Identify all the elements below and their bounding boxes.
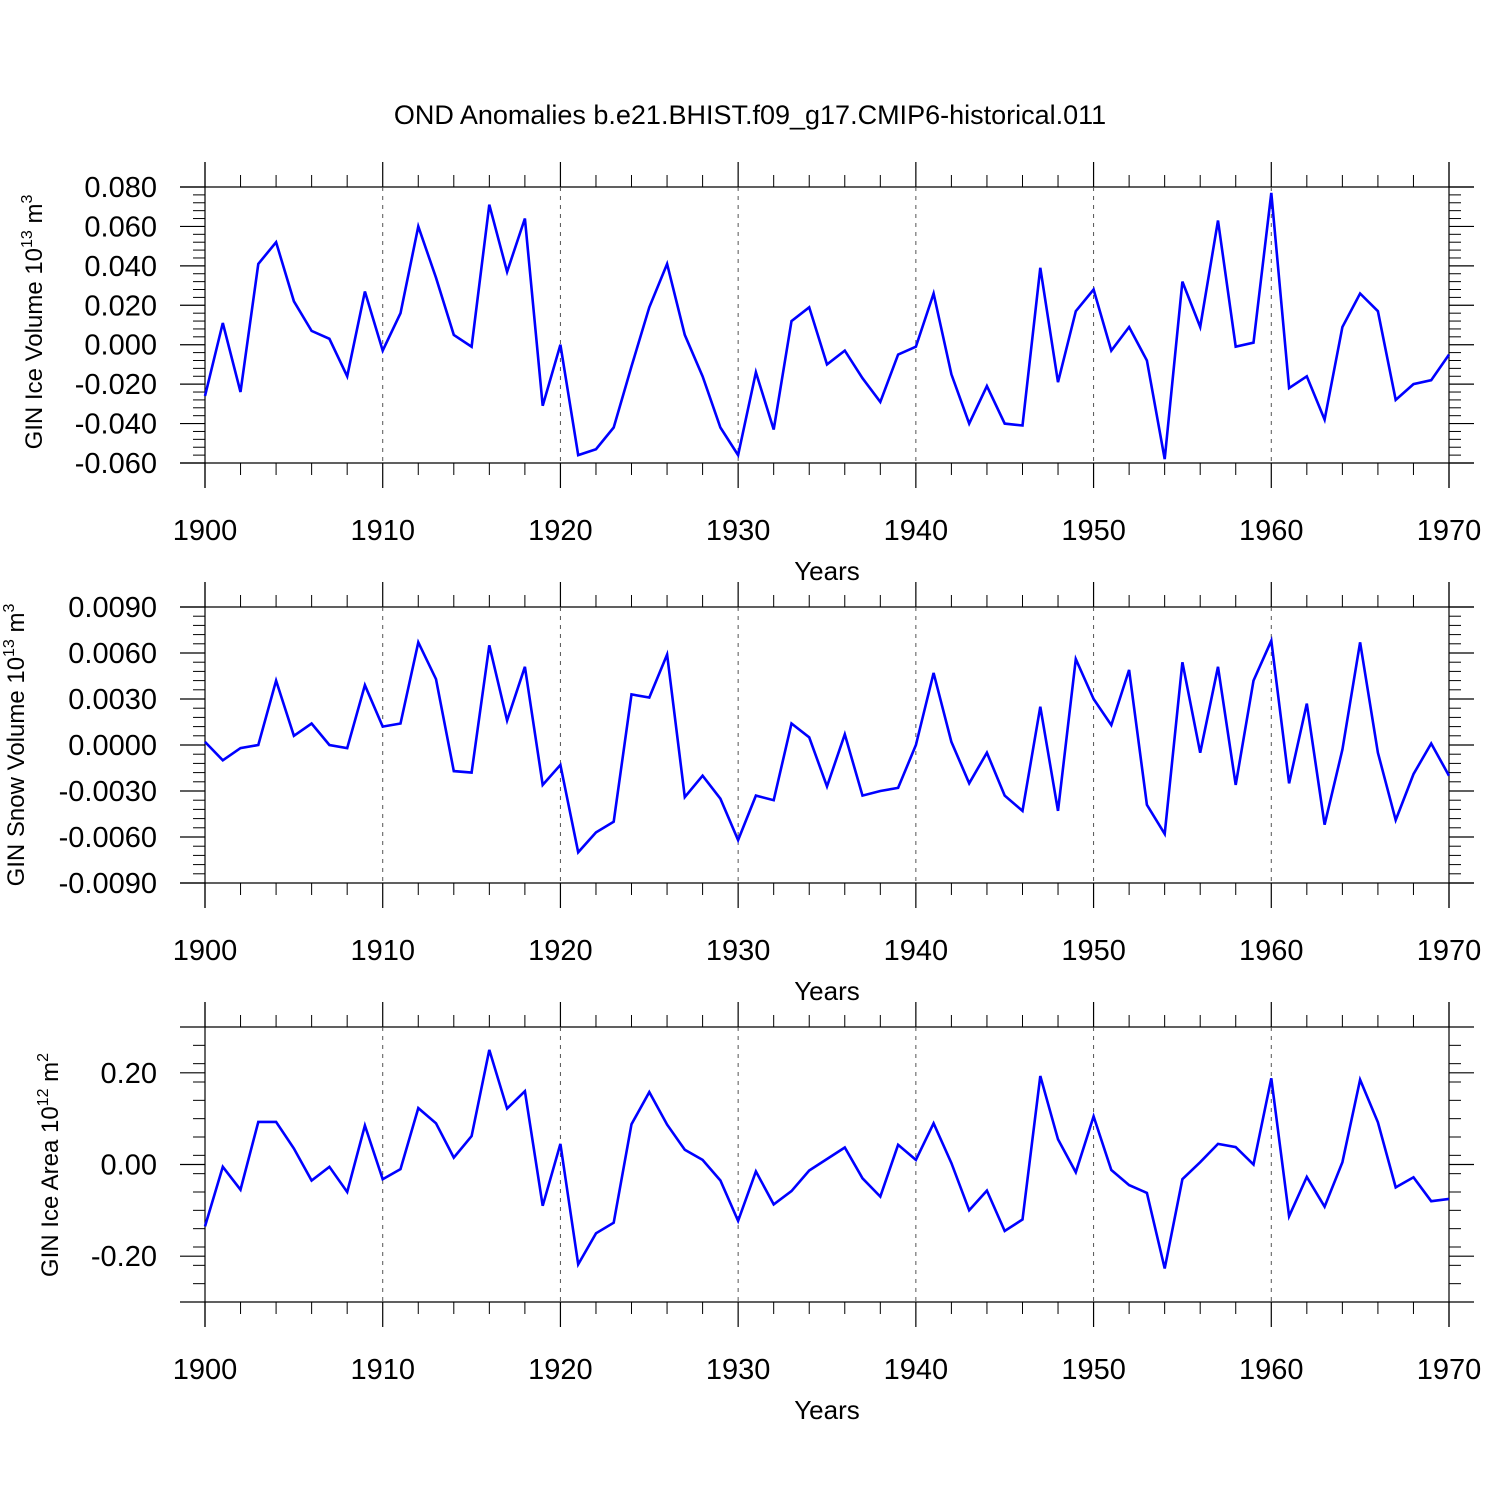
x-tick-label: 1970 <box>1417 515 1482 547</box>
y-tick-label: -0.20 <box>91 1241 157 1273</box>
y-axis-title: GIN Snow Volume 1013 m3 <box>1 603 30 886</box>
series-line <box>203 192 1451 460</box>
y-tick-label: -0.0030 <box>59 776 157 808</box>
series-line <box>204 635 1451 856</box>
x-tick-label: 1960 <box>1239 1354 1304 1386</box>
y-tick-label: 0.20 <box>101 1058 157 1090</box>
panel-3: 1900 1910 1920 1930 1940 1950 1960 1970 0.20 0.00… <box>35 1002 1481 1425</box>
x-tick-label: 1910 <box>350 935 415 967</box>
y-tick-label: 0.060 <box>84 211 157 243</box>
y-tick-label: 0.0000 <box>68 730 157 762</box>
x-tick-label: 1950 <box>1061 935 1126 967</box>
x-tick-label: 1930 <box>706 515 771 547</box>
x-tick-label: 1920 <box>528 1354 593 1386</box>
x-tick-label: 1910 <box>350 1354 415 1386</box>
y-tick-label: 0.0030 <box>68 684 157 716</box>
x-tick-label: 1940 <box>884 515 949 547</box>
y-tick-label: 0.000 <box>84 330 157 362</box>
y-tick-label: -0.020 <box>75 369 157 401</box>
x-tick-label: 1910 <box>350 515 415 547</box>
x-tick-label: 1920 <box>528 515 593 547</box>
y-tick-label: 0.00 <box>101 1150 157 1182</box>
figure-title: OND Anomalies b.e21.BHIST.f09_g17.CMIP6-… <box>394 100 1106 130</box>
y-tick-label: 0.020 <box>84 290 157 322</box>
y-tick-label: 0.0060 <box>68 638 157 670</box>
y-tick-label: 0.040 <box>84 251 157 283</box>
x-tick-label: 1970 <box>1417 1354 1482 1386</box>
x-tick-label: 1950 <box>1061 1354 1126 1386</box>
y-tick-label: 0.080 <box>84 172 157 204</box>
panel-1: 1900 1910 1920 1930 1940 1950 1960 1970 0.080 0.0… <box>19 162 1481 586</box>
y-tick-label: -0.060 <box>75 448 157 480</box>
x-tick-label: 1950 <box>1061 515 1126 547</box>
x-tick-label: 1900 <box>173 1354 238 1386</box>
panels-container: 1900 1910 1920 1930 1940 1950 1960 1970 0.080 0.0… <box>1 162 1481 1425</box>
x-axis-title: Years <box>794 1395 860 1425</box>
panel-2: 1900 1910 1920 1930 1940 1950 1960 1970 0.0090 0.… <box>1 582 1481 1006</box>
y-tick-label: 0.0090 <box>68 592 157 624</box>
y-axis-title: GIN Ice Area 1012 m2 <box>35 1053 64 1277</box>
x-axis-title: Years <box>794 976 860 1006</box>
y-tick-label: -0.0060 <box>59 822 157 854</box>
x-tick-label: 1900 <box>173 935 238 967</box>
x-tick-label: 1960 <box>1239 935 1304 967</box>
x-tick-label: 1970 <box>1417 935 1482 967</box>
y-axis-title: GIN Ice Volume 1013 m3 <box>19 195 48 450</box>
x-tick-label: 1920 <box>528 935 593 967</box>
x-axis-title: Years <box>794 556 860 586</box>
x-tick-label: 1940 <box>884 1354 949 1386</box>
x-tick-label: 1960 <box>1239 515 1304 547</box>
x-tick-label: 1930 <box>706 1354 771 1386</box>
series-line <box>203 1049 1450 1269</box>
x-tick-label: 1900 <box>173 515 238 547</box>
x-tick-label: 1930 <box>706 935 771 967</box>
y-tick-label: -0.0090 <box>59 868 157 900</box>
y-tick-label: -0.040 <box>75 409 157 441</box>
x-tick-label: 1940 <box>884 935 949 967</box>
